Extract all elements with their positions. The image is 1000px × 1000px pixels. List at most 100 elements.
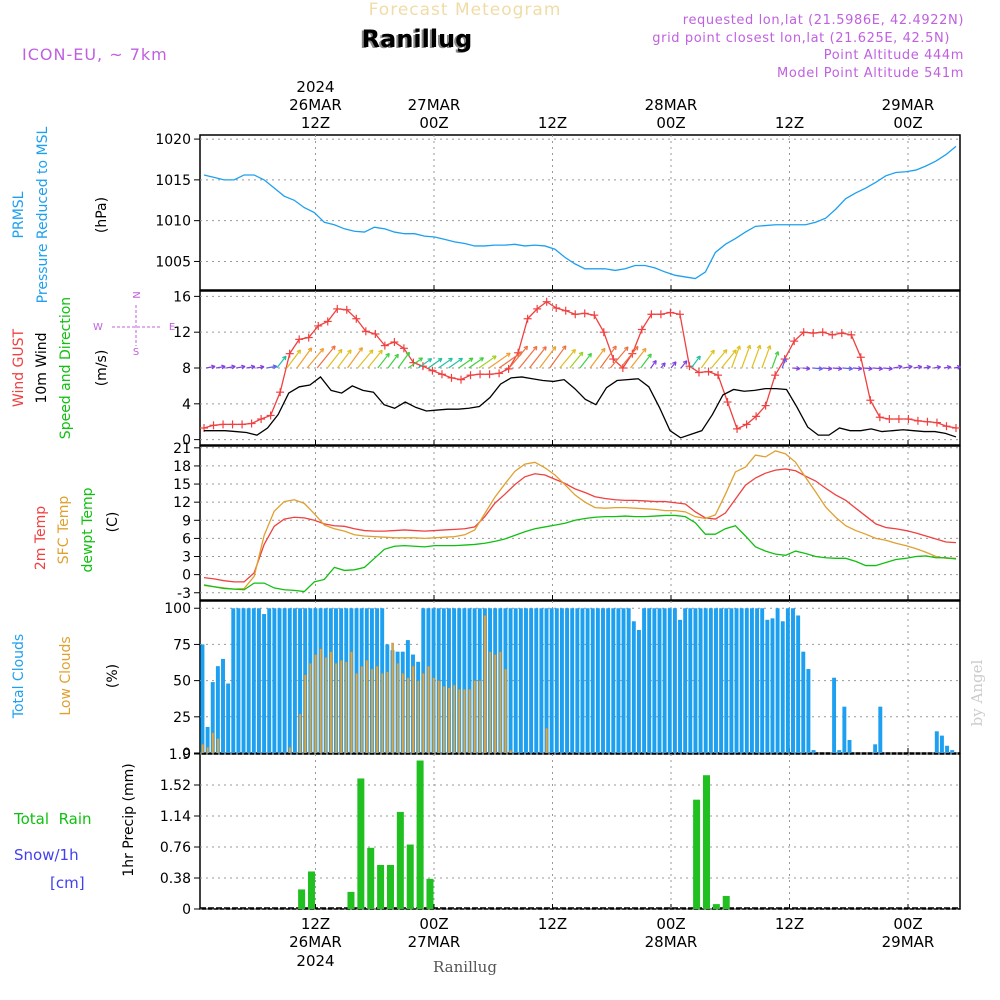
ms-unit-label: (m/s) — [94, 350, 110, 387]
total-clouds-label: Total Clouds — [11, 634, 27, 719]
low-cloud-bar — [298, 713, 302, 754]
wind-direction-arrow — [488, 352, 511, 369]
compass-rose-icon: N S W E — [93, 291, 175, 358]
temp-2m-label: 2m Temp — [33, 506, 49, 570]
wind-direction-arrow — [468, 357, 484, 369]
wind-arrow-head — [868, 368, 873, 371]
wind-arrow-head — [806, 368, 811, 371]
wind-direction-arrow — [852, 367, 862, 370]
total-cloud-bar — [256, 608, 261, 753]
wind-direction-arrow — [579, 353, 592, 369]
low-cloud-bar — [494, 654, 497, 754]
total-cloud-bar — [785, 608, 790, 753]
wind-arrow-head — [818, 368, 823, 372]
total-cloud-bar — [524, 608, 528, 753]
total-cloud-bar — [683, 608, 688, 753]
total-cloud-bar — [226, 683, 231, 753]
total-cloud-bar — [241, 608, 246, 753]
precip-bar — [693, 799, 701, 909]
wind-direction-arrow — [569, 351, 584, 369]
total-cloud-bar — [236, 608, 241, 753]
wind-direction-arrow — [822, 367, 832, 370]
low-cloud-bar — [401, 673, 405, 754]
bottom-date-label: 29MAR — [882, 933, 935, 951]
total-cloud-bar — [678, 619, 683, 753]
total-cloud-bar — [298, 608, 303, 753]
wind-direction-arrow — [761, 345, 771, 369]
wind-direction-arrow — [630, 348, 647, 369]
wind-arrow-head — [759, 345, 762, 350]
wind-direction-arrow — [549, 345, 567, 369]
wind-direction-arrow — [599, 345, 617, 369]
total-cloud-bar — [595, 608, 600, 753]
total-cloud-bar — [554, 608, 559, 753]
precip-bar — [722, 895, 730, 909]
total-cloud-bar — [832, 677, 837, 753]
total-cloud-bar — [200, 644, 205, 753]
low-cloud-bar — [447, 687, 451, 754]
wind-arrow-head — [837, 368, 843, 371]
y-tick-label: 75 — [173, 637, 191, 653]
precip-bar — [377, 864, 385, 909]
wind-direction-arrow — [347, 347, 363, 369]
y-tick-label: 9 — [182, 513, 191, 529]
total-cloud-bar — [939, 735, 944, 753]
wind-arrow-head — [241, 365, 246, 370]
low-cloud-bar — [339, 660, 343, 754]
wind-arrow-head — [898, 365, 903, 370]
total-cloud-bar — [267, 608, 272, 753]
wind-arrow-head — [785, 358, 787, 363]
wind-direction-arrow — [296, 347, 313, 369]
wind-arrow-head — [260, 366, 265, 370]
model-label: ICON-EU, ~ 7km — [22, 45, 168, 64]
wind-arrow-head — [769, 345, 772, 350]
total-cloud-bar — [452, 608, 457, 753]
wind-arrow-head — [699, 355, 701, 361]
total-rain-label: Total Rain — [13, 810, 92, 828]
top-date-label: 28MAR — [645, 96, 698, 114]
y-tick-label: 21 — [173, 441, 191, 457]
sfc-temp-line — [203, 450, 956, 590]
precip-bar — [347, 891, 355, 909]
wind-arrow-head — [603, 348, 606, 353]
wind-arrow-head — [333, 345, 336, 350]
2m-temp-line — [203, 468, 957, 583]
panel-frame — [199, 134, 961, 291]
total-cloud-bar — [739, 608, 744, 753]
wind-arrow-head — [573, 349, 576, 354]
wind-direction-arrow — [518, 346, 538, 369]
top-year-label: 2024 — [296, 78, 334, 96]
wind-direction-arrow — [478, 355, 497, 369]
wind-direction-arrow — [721, 349, 737, 369]
wind-direction-arrow — [539, 346, 557, 369]
wind-arrow-head — [544, 346, 547, 351]
total-cloud-bar — [780, 621, 785, 753]
total-cloud-bar — [539, 608, 544, 753]
low-cloud-bar — [324, 657, 328, 754]
wind-arrow-head — [349, 349, 352, 354]
total-cloud-bar — [662, 608, 667, 753]
total-cloud-bar — [642, 608, 647, 753]
wind-arrow-head — [650, 353, 652, 359]
total-cloud-bar — [950, 750, 955, 753]
location-title: Ranillug — [360, 26, 471, 54]
y-tick-label: 50 — [173, 674, 191, 690]
wind-arrow-head — [795, 368, 801, 371]
wind-direction-arrow — [893, 365, 903, 369]
total-cloud-bar — [847, 739, 852, 753]
wind-direction-arrow — [609, 346, 629, 369]
wind-arrow-head — [564, 345, 567, 350]
wind-arrow-head — [947, 366, 952, 370]
wind-direction-arrow — [528, 346, 547, 369]
wind-10m-label: 10m Wind — [34, 332, 50, 403]
y-tick-label: 18 — [173, 459, 191, 475]
wind-arrow-head — [361, 347, 363, 352]
total-cloud-bar — [934, 731, 939, 753]
low-cloud-bar — [422, 673, 425, 754]
total-cloud-bar — [626, 608, 631, 753]
total-cloud-bar — [215, 666, 220, 753]
total-cloud-bar — [534, 608, 539, 753]
temp-dewpt-label: dewpt Temp — [80, 487, 96, 572]
bottom-hour-label: 12Z — [775, 915, 804, 933]
